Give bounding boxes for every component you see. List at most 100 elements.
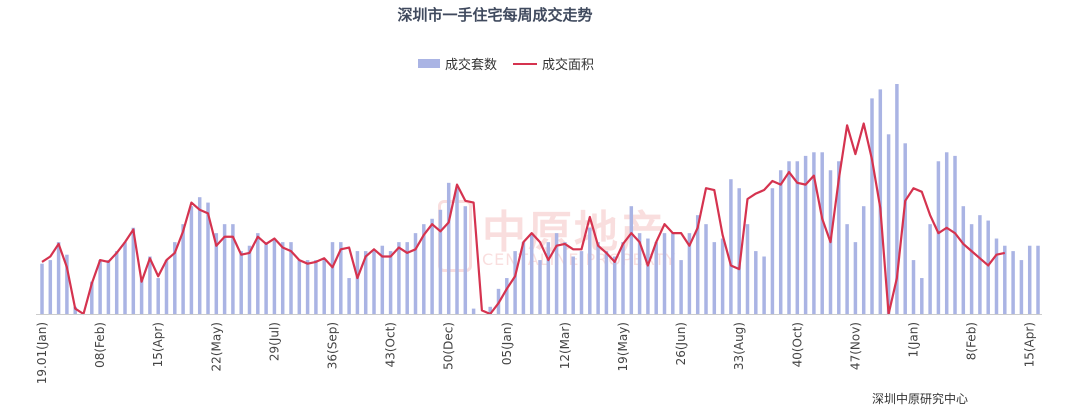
- x-tick-label: 36(Sep): [326, 322, 340, 369]
- bar: [505, 278, 509, 314]
- legend-item-bars[interactable]: 成交套数: [418, 54, 497, 73]
- bar: [289, 242, 293, 315]
- bar: [314, 260, 318, 314]
- bar: [73, 306, 77, 314]
- x-tick-label: 50(Dec): [442, 322, 456, 370]
- bar: [181, 224, 185, 314]
- bar: [986, 220, 990, 314]
- bar: [347, 278, 351, 314]
- bar: [90, 281, 94, 314]
- x-ticks: 19.01(Jan) 08(Feb) 15(Apr) 22(May) 29(Jul) 36…: [35, 322, 1037, 384]
- bar: [571, 256, 575, 314]
- bar: [521, 242, 526, 315]
- bar: [621, 242, 625, 315]
- bar: [679, 260, 683, 314]
- source-label: 深圳中原研究中心: [871, 392, 968, 406]
- bar: [388, 251, 393, 314]
- bar: [363, 251, 368, 314]
- bar: [604, 251, 609, 314]
- bar: [837, 161, 841, 314]
- bar: [729, 179, 733, 314]
- x-tick-label: 15(Apr): [1023, 322, 1037, 367]
- bar: [239, 251, 243, 314]
- x-tick-label: 40(Oct): [790, 322, 804, 367]
- bar: [455, 188, 459, 314]
- bar: [463, 206, 468, 314]
- bar: [529, 233, 534, 314]
- bar: [671, 233, 675, 314]
- bar: [795, 161, 800, 314]
- bar: [654, 242, 658, 315]
- bar: [629, 206, 634, 314]
- bar: [745, 224, 750, 314]
- x-tick-label: 26(Jun): [674, 322, 688, 365]
- bar: [256, 233, 260, 314]
- bar: [189, 206, 194, 314]
- bar: [40, 263, 44, 314]
- bar: [280, 242, 285, 315]
- x-tick-label: 15(Apr): [151, 322, 165, 367]
- bar: [131, 227, 136, 314]
- bar: [936, 161, 941, 314]
- x-tick-label: 08(Feb): [93, 322, 107, 368]
- x-tick-label: 19.01(Jan): [35, 322, 49, 384]
- bar: [405, 242, 409, 315]
- bar: [812, 152, 816, 314]
- bar: [148, 256, 152, 314]
- bar: [446, 182, 451, 314]
- bar: [637, 233, 642, 314]
- x-tick-label: 29(Jul): [267, 322, 281, 361]
- bar: [247, 245, 252, 314]
- bar: [139, 278, 144, 314]
- bar: [612, 256, 617, 314]
- bar: [920, 278, 924, 314]
- bar: [895, 84, 899, 314]
- legend-swatch-bars: [418, 59, 440, 68]
- bar: [372, 251, 376, 314]
- bar: [397, 242, 401, 315]
- x-tick-label: 22(May): [209, 322, 223, 371]
- legend: 成交套数 成交面积: [418, 54, 610, 73]
- bar: [214, 233, 219, 314]
- bar: [969, 224, 974, 314]
- x-tick-label: 1(Jan): [907, 322, 921, 358]
- bar: [754, 251, 758, 314]
- legend-label-line: 成交面积: [542, 58, 595, 73]
- x-tick-label: 19(May): [616, 322, 630, 371]
- bar: [305, 260, 310, 314]
- bar: [330, 242, 335, 315]
- bar: [1003, 245, 1007, 314]
- bar: [762, 256, 766, 314]
- bar: [994, 238, 999, 314]
- bar: [596, 242, 600, 315]
- bar: [380, 245, 385, 314]
- bar: [737, 188, 741, 314]
- x-tick-label: 05(Jan): [500, 322, 514, 365]
- bar: [106, 260, 111, 314]
- bar: [65, 254, 69, 314]
- bar: [156, 278, 160, 314]
- bar: [778, 170, 783, 314]
- bar: [222, 224, 227, 314]
- bar: [646, 238, 650, 314]
- bar: [206, 202, 210, 314]
- bar: [712, 242, 717, 315]
- bar: [272, 238, 277, 314]
- line-series: [41, 122, 1006, 316]
- bar: [430, 218, 434, 314]
- bar: [339, 242, 343, 315]
- bar: [1011, 251, 1015, 314]
- bar: [231, 224, 235, 314]
- bar: [413, 233, 418, 314]
- bar: [720, 238, 725, 314]
- bar: [173, 242, 177, 315]
- bar: [687, 233, 692, 314]
- legend-item-line[interactable]: 成交面积: [513, 54, 594, 73]
- bar: [961, 206, 966, 314]
- bar: [662, 233, 667, 314]
- bar: [554, 233, 559, 314]
- legend-label-bars: 成交套数: [445, 58, 498, 73]
- bar: [870, 98, 874, 315]
- bar: [164, 260, 169, 314]
